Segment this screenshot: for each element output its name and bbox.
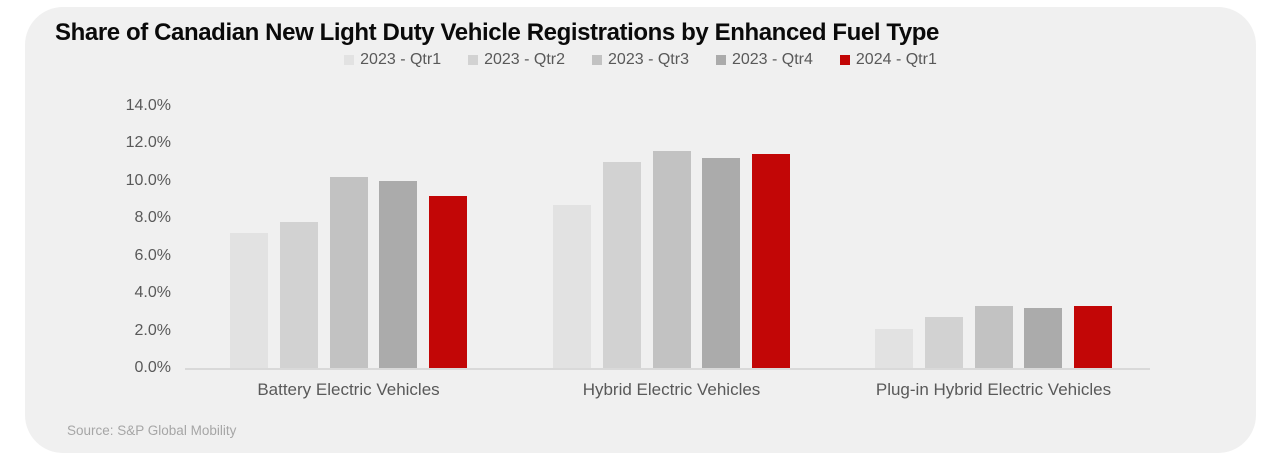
- bar-2023-qtr4-category-1: [702, 158, 741, 368]
- bar-2023-qtr1-category-2: [875, 328, 913, 368]
- bar-2023-qtr3-category-2: [974, 306, 1013, 368]
- legend-label: 2023 - Qtr1: [360, 51, 442, 68]
- x-axis-category-label: Hybrid Electric Vehicles: [582, 380, 761, 399]
- legend-item: 2023 - Qtr1: [344, 51, 441, 69]
- legend-label: 2023 - Qtr3: [608, 51, 689, 68]
- bar-2024-qtr1-category-0: [429, 195, 468, 368]
- bar-2024-qtr1-category-2: [1074, 306, 1113, 368]
- legend-marker-icon: [468, 55, 479, 65]
- legend-label: 2023 - Qtr2: [484, 51, 566, 68]
- bar-2023-qtr4-category-2: [1024, 308, 1063, 368]
- legend: 2023 - Qtr1 2023 - Qtr2 2023 - Qtr3 2023 - …: [25, 51, 1256, 69]
- y-axis-tick-label: 0.0%: [134, 359, 171, 376]
- legend-label: 2023 - Qtr4: [731, 51, 813, 68]
- bar-2023-qtr2-category-2: [924, 317, 963, 368]
- legend-marker-icon: [715, 55, 726, 65]
- bar-2023-qtr3-category-0: [329, 176, 368, 368]
- legend-item: 2023 - Qtr3: [592, 51, 689, 69]
- legend-item: 2023 - Qtr2: [468, 51, 565, 69]
- legend-item: 2023 - Qtr4: [715, 51, 813, 69]
- x-axis-line: [185, 368, 1150, 370]
- x-axis-category-label: Plug-in Hybrid Electric Vehicles: [875, 380, 1112, 399]
- y-axis-tick-label: 2.0%: [134, 321, 171, 339]
- y-axis-tick-label: 8.0%: [134, 209, 171, 226]
- bar-2023-qtr2-category-1: [602, 161, 641, 368]
- y-axis-tick-label: 10.0%: [125, 171, 171, 189]
- legend-marker-icon: [344, 55, 355, 65]
- plot-area: 0.0% 2.0% 4.0% 6.0% 8.0% 10.0% 12.0% 14.0% Batte…: [25, 7, 1256, 453]
- legend-marker-icon: [839, 55, 850, 65]
- bar-2023-qtr3-category-1: [652, 150, 691, 368]
- chart-card: Share of Canadian New Light Duty Vehicle…: [25, 7, 1256, 453]
- y-axis-tick-label: 6.0%: [134, 246, 171, 264]
- bar-2023-qtr1-category-1: [553, 204, 591, 368]
- bar-2023-qtr4-category-0: [379, 180, 418, 368]
- bar-2023-qtr1-category-0: [230, 233, 268, 368]
- y-axis-tick-label: 4.0%: [134, 284, 171, 301]
- bar-2023-qtr2-category-0: [279, 221, 318, 368]
- bar-2024-qtr1-category-1: [752, 154, 791, 368]
- chart-title: Share of Canadian New Light Duty Vehicle…: [55, 19, 940, 46]
- legend-item: 2024 - Qtr1: [839, 51, 937, 69]
- legend-label: 2024 - Qtr1: [855, 51, 937, 68]
- source-note: Source: S&P Global Mobility: [67, 423, 237, 438]
- x-axis-category-label: Battery Electric Vehicles: [257, 380, 440, 399]
- y-axis-tick-label: 12.0%: [125, 134, 171, 151]
- y-axis-tick-label: 14.0%: [125, 96, 171, 114]
- legend-marker-icon: [592, 55, 603, 65]
